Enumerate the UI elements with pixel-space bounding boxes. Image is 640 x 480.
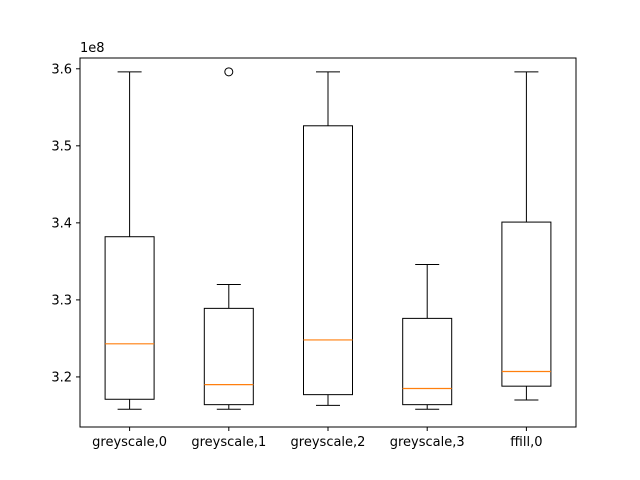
box-group — [402, 263, 453, 410]
x-axis: greyscale,0 greyscale,1 greyscale,2 greysca… — [92, 427, 543, 450]
x-tick-label: greyscale,1 — [191, 435, 266, 450]
y-tick-label: 3.6 — [51, 62, 72, 77]
plot-frame — [79, 57, 577, 428]
box — [203, 307, 254, 406]
y-axis: 3.2 3.3 3.4 3.5 3.6 — [51, 62, 80, 385]
y-tick-label: 3.2 — [51, 370, 72, 385]
box — [303, 125, 353, 396]
y-tick-label: 3.3 — [51, 293, 72, 308]
box — [104, 236, 155, 400]
y-tick-label: 3.4 — [51, 216, 72, 231]
box-group — [501, 71, 552, 401]
y-tick-label: 3.5 — [51, 139, 72, 154]
chart-marks — [104, 67, 552, 410]
y-axis-offset-label: 1e8 — [80, 41, 105, 56]
box — [501, 221, 552, 387]
box-group — [104, 71, 155, 410]
x-tick-label: greyscale,2 — [291, 435, 366, 450]
x-tick-label: greyscale,3 — [390, 435, 465, 450]
box — [402, 317, 453, 406]
x-tick-label: ffill,0 — [510, 435, 542, 450]
x-tick-label: greyscale,0 — [92, 435, 167, 450]
outlier-point — [224, 67, 234, 77]
box-group — [303, 71, 353, 406]
box-group — [203, 67, 254, 410]
